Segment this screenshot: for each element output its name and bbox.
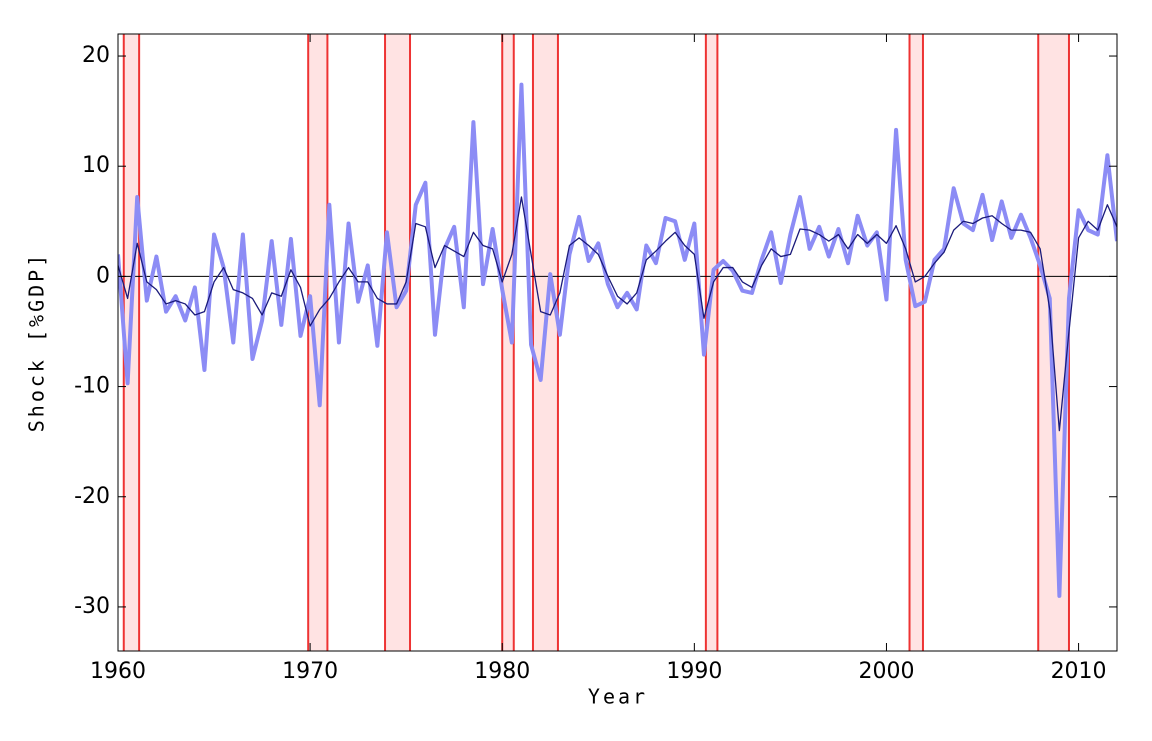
series-line bbox=[118, 196, 1117, 432]
y-tick-label: 10 bbox=[82, 153, 110, 178]
recession-band bbox=[1038, 34, 1069, 651]
x-tick-label: 1970 bbox=[282, 659, 338, 684]
y-tick-label: -20 bbox=[74, 484, 110, 509]
x-axis-label: Year bbox=[588, 685, 648, 709]
y-tick-label: 20 bbox=[82, 43, 110, 68]
y-tick-label: -30 bbox=[74, 594, 110, 619]
y-tick-label: 0 bbox=[96, 263, 110, 288]
y-tick-label: -10 bbox=[74, 374, 110, 399]
x-tick-label: 1960 bbox=[90, 659, 146, 684]
y-axis-label: Shock [%GDP] bbox=[25, 252, 49, 433]
recession-band bbox=[502, 34, 514, 651]
x-tick-label: 1980 bbox=[474, 659, 530, 684]
recession-band bbox=[909, 34, 923, 651]
recession-band bbox=[385, 34, 411, 651]
recession-band bbox=[308, 34, 328, 651]
plot-frame bbox=[117, 33, 1118, 652]
x-tick-label: 2010 bbox=[1051, 659, 1107, 684]
x-tick-label: 2000 bbox=[858, 659, 914, 684]
series-line bbox=[118, 82, 1117, 598]
recession-band bbox=[705, 34, 718, 651]
x-tick-label: 1990 bbox=[666, 659, 722, 684]
